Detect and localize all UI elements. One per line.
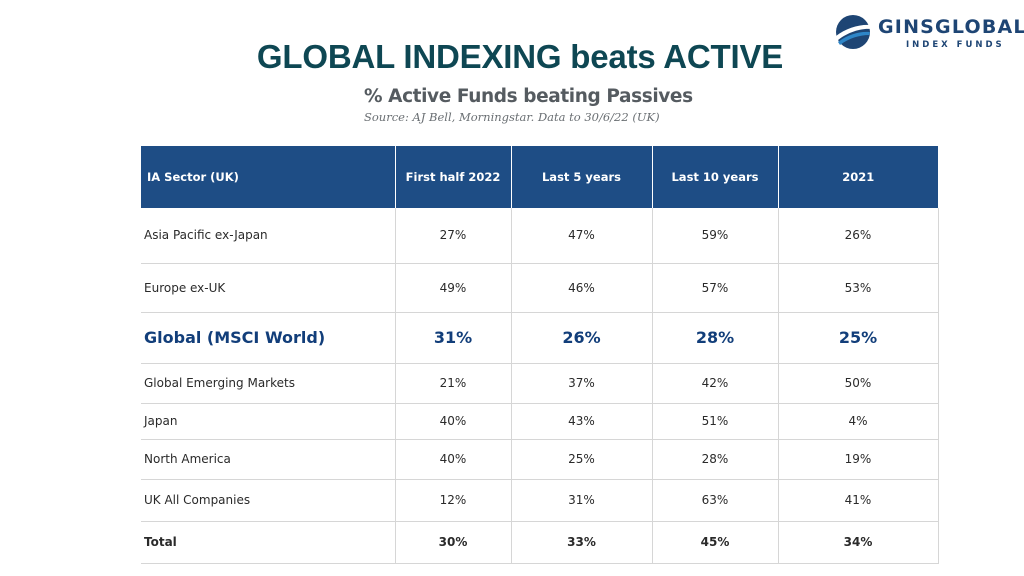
table-row: Europe ex-UK 49% 46% 57% 53% <box>141 262 939 312</box>
page-title: GLOBAL INDEXING beats ACTIVE <box>256 38 784 75</box>
funds-table: IA Sector (UK) First half 2022 Last 5 ye… <box>141 146 939 564</box>
col-header-first-half-2022: First half 2022 <box>394 146 511 208</box>
sector-cell: Total <box>141 520 395 564</box>
year-2021-cell: 41% <box>777 478 939 521</box>
last-5-years-cell: 25% <box>510 438 652 479</box>
last-5-years-cell: 33% <box>510 520 652 564</box>
last-5-years-cell: 37% <box>510 362 652 403</box>
year-2021-cell: 19% <box>777 438 939 479</box>
first-half-2022-cell: 40% <box>394 402 511 439</box>
last-10-years-cell: 45% <box>651 520 778 564</box>
first-half-2022-cell: 12% <box>394 478 511 521</box>
last-5-years-cell: 26% <box>510 311 652 363</box>
col-header-last-5-years: Last 5 years <box>510 146 652 208</box>
year-2021-cell: 4% <box>777 402 939 439</box>
year-2021-cell: 50% <box>777 362 939 403</box>
sector-cell: Europe ex-UK <box>141 262 395 312</box>
first-half-2022-cell: 49% <box>394 262 511 312</box>
logo-tagline: INDEX FUNDS <box>906 40 1005 50</box>
sector-cell: UK All Companies <box>141 478 395 521</box>
col-header-last-10-years: Last 10 years <box>651 146 778 208</box>
first-half-2022-cell: 40% <box>394 438 511 479</box>
sector-cell: Global (MSCI World) <box>141 311 395 363</box>
table-row: Japan 40% 43% 51% 4% <box>141 402 939 439</box>
logo-wordmark: GINSGLOBAL <box>878 16 1024 38</box>
col-header-2021: 2021 <box>777 146 938 208</box>
table-header-row: IA Sector (UK) First half 2022 Last 5 ye… <box>141 146 938 208</box>
table-row: Global Emerging Markets 21% 37% 42% 50% <box>141 362 939 403</box>
first-half-2022-cell: 31% <box>394 311 511 363</box>
sector-cell: Asia Pacific ex-Japan <box>144 228 268 243</box>
last-10-years-cell: 57% <box>651 262 778 312</box>
source-note: Source: AJ Bell, Morningstar. Data to 30… <box>364 110 660 124</box>
last-10-years-cell: 42% <box>651 362 778 403</box>
first-half-2022-cell: 21% <box>394 362 511 403</box>
year-2021-cell: 25% <box>777 311 939 363</box>
table-row: Asia Pacific ex-Japan 27% 47% 59% 26% <box>141 208 939 263</box>
table-row-total: Total 30% 33% 45% 34% <box>141 520 939 564</box>
sector-cell: Global Emerging Markets <box>141 362 395 403</box>
last-5-years-cell: 31% <box>510 478 652 521</box>
last-5-years-cell: 43% <box>510 402 652 439</box>
last-10-years-cell: 59% <box>651 208 778 263</box>
last-5-years-cell: 46% <box>510 262 652 312</box>
sector-cell: Japan <box>141 402 395 439</box>
year-2021-cell: 53% <box>777 262 939 312</box>
table-row-highlight: Global (MSCI World) 31% 26% 28% 25% <box>141 311 939 363</box>
last-5-years-cell: 47% <box>510 208 652 263</box>
last-10-years-cell: 63% <box>651 478 778 521</box>
year-2021-cell: 34% <box>777 520 939 564</box>
subtitle: % Active Funds beating Passives <box>364 86 693 107</box>
first-half-2022-cell: 27% <box>394 208 511 263</box>
ginsglobal-logo: GINSGLOBAL INDEX FUNDS <box>834 12 1024 54</box>
table-row: UK All Companies 12% 31% 63% 41% <box>141 478 939 521</box>
year-2021-cell: 26% <box>777 208 939 263</box>
col-header-sector: IA Sector (UK) <box>141 146 395 208</box>
last-10-years-cell: 28% <box>651 438 778 479</box>
sector-cell: North America <box>141 438 395 479</box>
globe-swoosh-icon <box>836 15 871 49</box>
first-half-2022-cell: 30% <box>394 520 511 564</box>
table-row: North America 40% 25% 28% 19% <box>141 438 939 479</box>
last-10-years-cell: 28% <box>651 311 778 363</box>
last-10-years-cell: 51% <box>651 402 778 439</box>
